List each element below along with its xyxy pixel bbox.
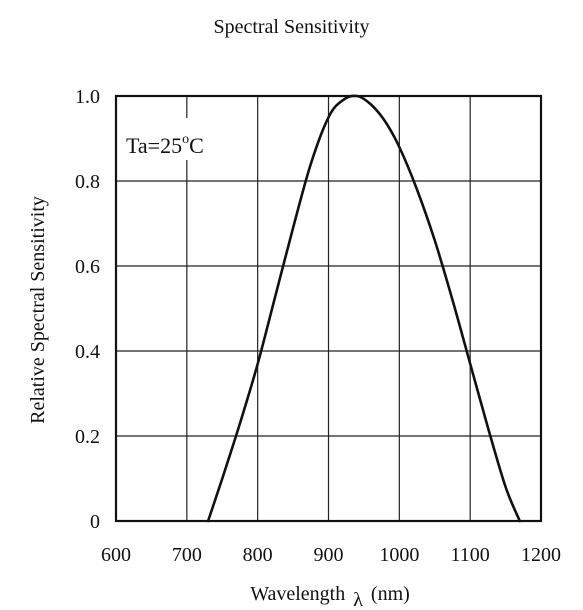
chart-title: Spectral Sensitivity xyxy=(213,16,370,38)
y-tick-label: 0.6 xyxy=(75,256,100,278)
x-axis-label-unit: (nm) xyxy=(371,583,410,605)
x-tick-label: 1000 xyxy=(379,544,419,566)
x-tick-label: 700 xyxy=(172,544,202,566)
grid xyxy=(116,96,541,521)
x-tick-label: 800 xyxy=(243,544,273,566)
x-axis-label-text: Wavelength xyxy=(250,583,345,605)
x-axis-label-symbol: λ xyxy=(353,589,363,610)
y-tick-label: 0 xyxy=(90,511,100,533)
temperature-annotation: Ta=25oC xyxy=(126,132,204,158)
x-tick-label: 900 xyxy=(314,544,344,566)
x-tick-label: 1100 xyxy=(451,544,490,566)
y-tick-labels: 0 0.2 0.4 0.6 0.8 1.0 xyxy=(75,86,100,533)
sensitivity-curve xyxy=(206,94,522,523)
x-tick-label: 1200 xyxy=(521,544,561,566)
x-axis-label: Wavelength λ (nm) xyxy=(250,583,410,610)
y-tick-label: 0.2 xyxy=(75,426,100,448)
y-tick-label: 0.8 xyxy=(75,171,100,193)
x-tick-labels: 600 700 800 900 1000 1100 1200 xyxy=(101,544,561,566)
annotation-superscript: o xyxy=(182,132,189,147)
x-tick-label: 600 xyxy=(101,544,131,566)
y-tick-label: 0.4 xyxy=(75,341,100,363)
annotation-prefix: Ta=25 xyxy=(126,133,182,158)
annotation-box xyxy=(118,118,212,160)
annotation-suffix: C xyxy=(189,133,204,158)
y-tick-label: 1.0 xyxy=(75,86,100,108)
plot-frame xyxy=(114,94,543,523)
y-axis-label: Relative Spectral Sensitivity xyxy=(27,196,49,424)
